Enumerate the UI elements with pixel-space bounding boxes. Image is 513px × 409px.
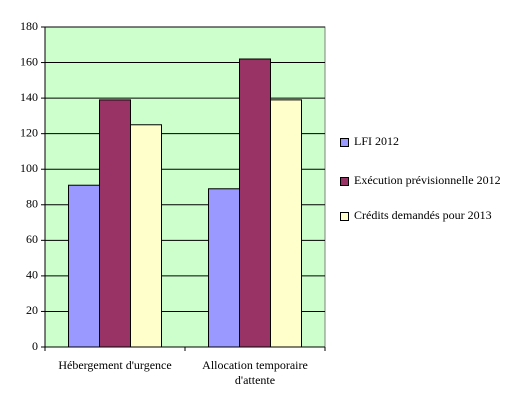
y-tick-label: 0 bbox=[32, 339, 38, 353]
y-tick-label: 40 bbox=[26, 268, 38, 282]
y-tick-label: 160 bbox=[20, 54, 38, 68]
y-tick-label: 120 bbox=[20, 125, 38, 139]
legend-swatch bbox=[340, 177, 349, 186]
bar bbox=[99, 99, 131, 348]
bar bbox=[270, 99, 302, 348]
bar bbox=[130, 124, 162, 348]
legend-swatch bbox=[340, 212, 349, 221]
legend-label: Exécution prévisionnelle 2012 bbox=[354, 173, 501, 187]
y-tick-label: 60 bbox=[26, 232, 38, 246]
legend-item: Crédits demandés pour 2013 bbox=[340, 208, 505, 223]
legend-label: Crédits demandés pour 2013 bbox=[354, 208, 492, 222]
bar bbox=[239, 58, 271, 348]
bar bbox=[208, 188, 240, 348]
y-tick-label: 180 bbox=[20, 19, 38, 33]
y-tick-label: 20 bbox=[26, 303, 38, 317]
bar bbox=[68, 184, 100, 348]
legend-label: LFI 2012 bbox=[354, 134, 399, 148]
x-tick-label: Hébergement d'urgence bbox=[58, 358, 172, 372]
legend-item: Exécution prévisionnelle 2012 bbox=[340, 173, 505, 188]
legend-item: LFI 2012 bbox=[340, 134, 505, 149]
legend-swatch bbox=[340, 138, 349, 147]
y-tick-label: 140 bbox=[20, 90, 38, 104]
y-tick-label: 80 bbox=[26, 197, 38, 211]
x-tick-label: Allocation temporaire d'attente bbox=[202, 358, 308, 387]
y-tick-label: 100 bbox=[20, 161, 38, 175]
